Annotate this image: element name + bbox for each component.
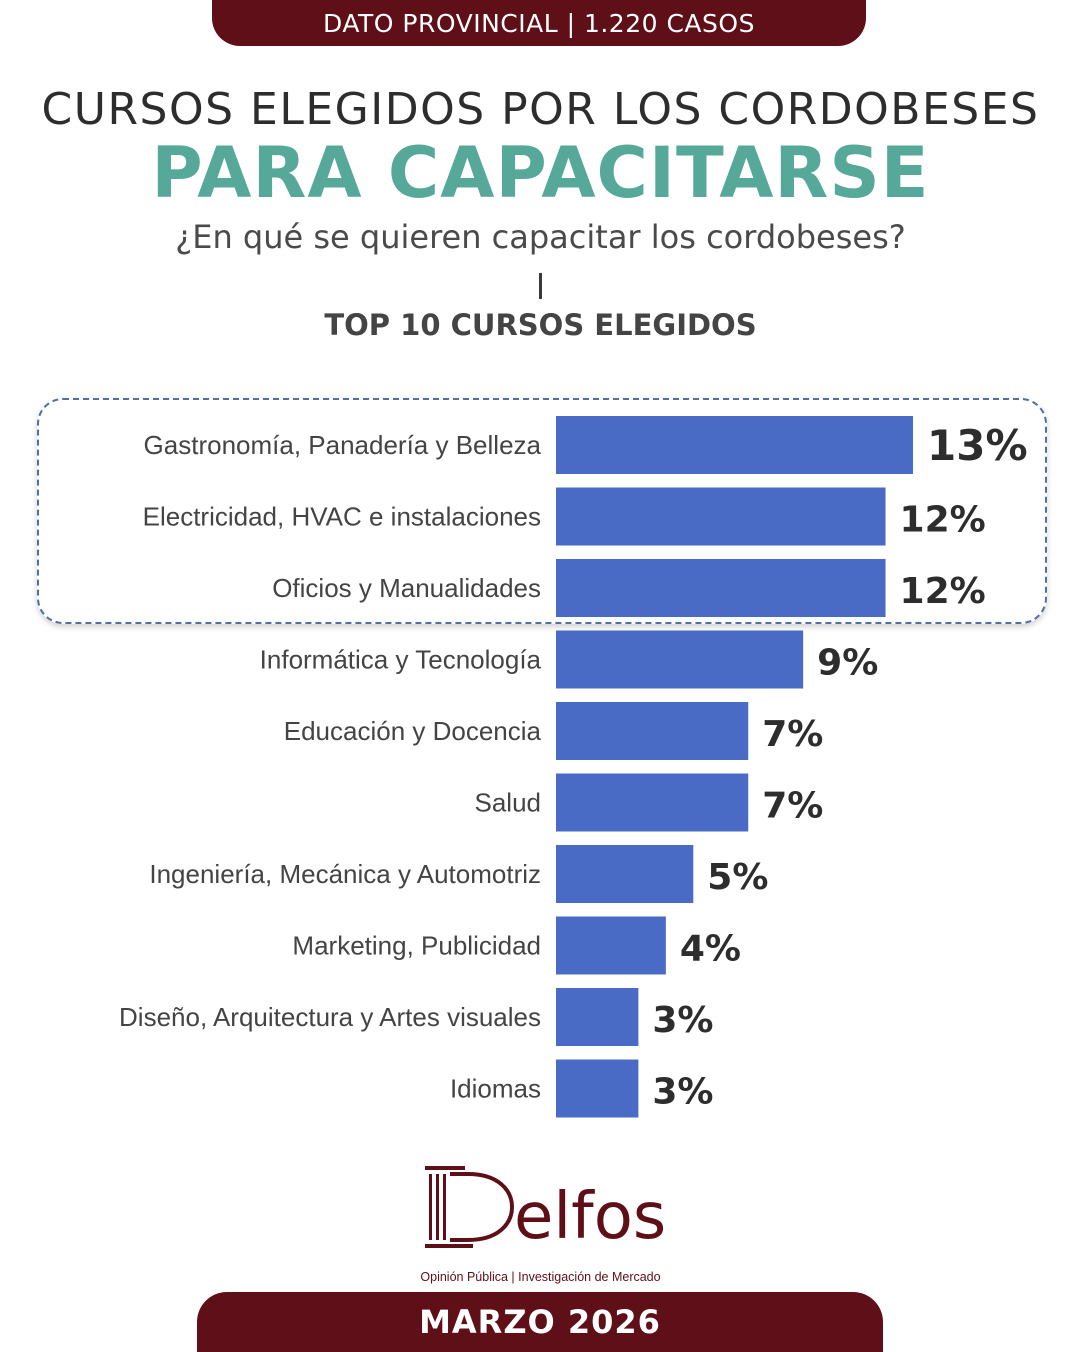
value-label: 5% [707,857,768,898]
delfos-logo: elfos [420,1162,670,1272]
page-title: CURSOS ELEGIDOS POR LOS CORDOBESES [41,84,1040,135]
category-label: Ingeniería, Mecánica y Automotriz [149,859,541,889]
value-label: 3% [652,1000,713,1041]
value-label: 7% [762,786,823,827]
value-label: 12% [900,571,986,612]
value-label: 7% [762,714,823,755]
chart-title: TOP 10 CURSOS ELEGIDOS [324,308,757,342]
bar [556,845,694,903]
value-label: 4% [680,929,741,970]
bar [556,988,639,1046]
category-label: Diseño, Arquitectura y Artes visuales [119,1002,541,1032]
value-label: 13% [927,421,1028,470]
delfos-logo-mark: elfos [425,1166,666,1254]
bar [556,559,886,617]
value-label: 9% [817,643,878,684]
top-banner: DATO PROVINCIAL | 1.220 CASOS [212,0,866,46]
logo-wordmark: elfos [514,1180,666,1254]
logo-tagline: Opinión Pública | Investigación de Merca… [420,1270,661,1284]
bar [556,916,666,975]
bar [556,630,804,689]
bar [556,702,749,760]
category-label: Oficios y Manualidades [272,573,541,603]
category-label: Informática y Tecnología [260,645,542,675]
category-label: Salud [475,788,542,818]
category-label: Educación y Docencia [284,716,542,746]
category-label: Idiomas [450,1074,541,1104]
footer-date: MARZO 2026 [419,1303,661,1341]
value-label: 12% [900,500,986,541]
category-label: Marketing, Publicidad [292,931,541,961]
bottom-banner: MARZO 2026 [197,1292,883,1352]
logo-tagline-wrap: Opinión Pública | Investigación de Merca… [0,1268,1081,1286]
page-title-highlight: PARA CAPACITARSE [151,132,930,214]
bar [556,416,913,474]
banner-text: DATO PROVINCIAL | 1.220 CASOS [323,8,755,38]
top-three-highlight [37,398,1047,624]
category-label: Gastronomía, Panadería y Belleza [144,430,542,460]
bar [556,487,886,546]
page-subtitle: ¿En qué se quieren capacitar los cordobe… [175,218,906,256]
bar [556,773,749,832]
bar [556,1059,639,1118]
category-label: Electricidad, HVAC e instalaciones [143,502,541,532]
value-label: 3% [652,1072,713,1113]
divider [539,273,542,299]
